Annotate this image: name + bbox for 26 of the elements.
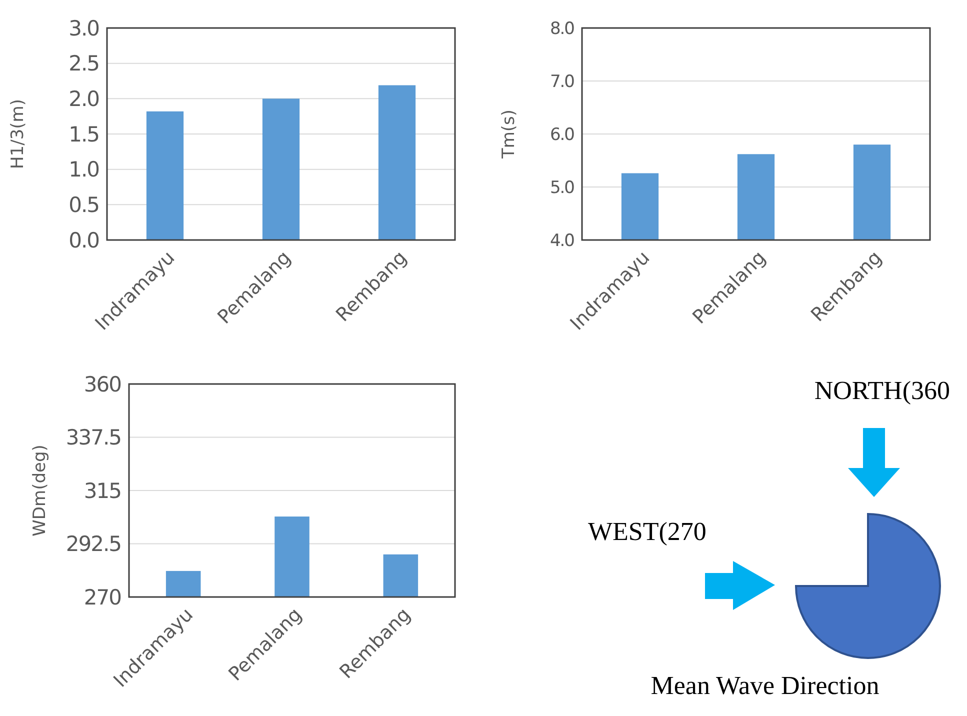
y-axis-title: WDm(deg) [30, 444, 50, 536]
y-tick-label: 337.5 [66, 426, 121, 450]
y-axis-title: H1/3(m) [8, 99, 28, 169]
y-tick-label: 3.0 [68, 16, 99, 40]
y-tick-label: 1.0 [68, 158, 99, 182]
y-tick-label: 2.0 [68, 87, 99, 112]
y-tick-label: 292.5 [66, 532, 121, 556]
text: WEST(270 [588, 517, 706, 546]
y-tick-label: 7.0 [550, 72, 574, 92]
y-tick-label: 0.5 [68, 193, 99, 218]
bar [378, 85, 416, 240]
y-tick-label: 4.0 [550, 230, 574, 251]
y-tick-label: 270 [84, 585, 121, 610]
y-tick-label: 360 [84, 372, 121, 396]
y-axis-title: Tm(s) [499, 109, 519, 160]
y-tick-label: 1.5 [68, 122, 99, 146]
y-tick-label: 8.0 [550, 18, 574, 39]
y-tick-label: 5.0 [550, 178, 574, 198]
text: Mean Wave Direction [650, 671, 880, 700]
y-tick-label: 2.5 [68, 52, 99, 76]
bar [146, 111, 184, 240]
y-tick-label: 315 [84, 478, 121, 503]
bar [262, 98, 300, 240]
y-tick-label: 6.0 [550, 124, 574, 145]
text: NORTH(360 [814, 376, 950, 405]
y-tick-label: 0.0 [68, 228, 99, 252]
